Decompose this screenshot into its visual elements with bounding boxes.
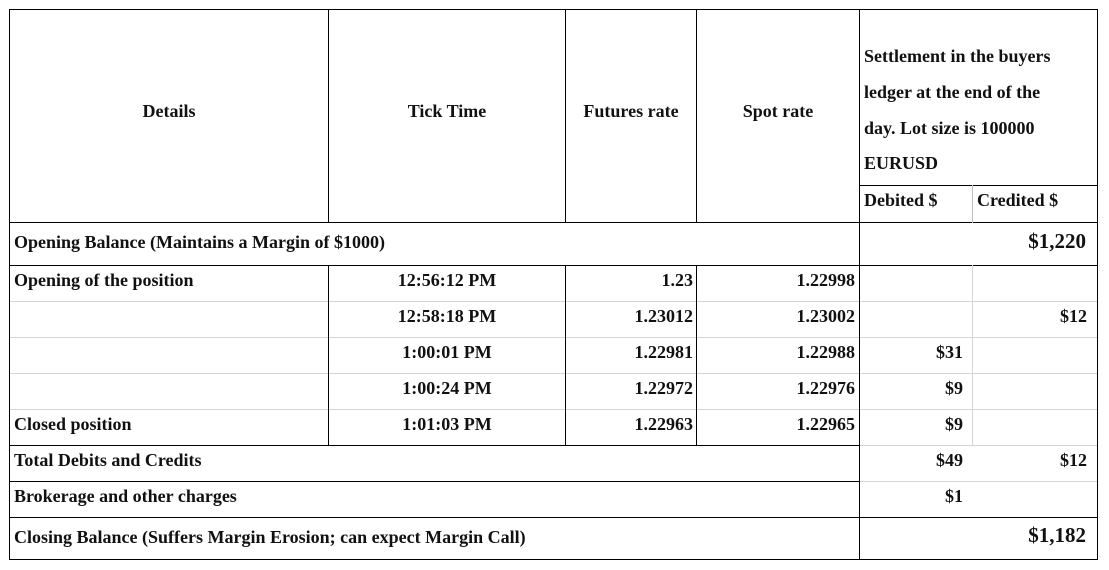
row-divider (10, 373, 1098, 374)
border-left (9, 9, 10, 560)
col-divider-debit-credit (972, 265, 973, 445)
row-divider (10, 337, 1098, 338)
brokerage-debit: $1 (945, 486, 963, 506)
row-divider (10, 301, 1098, 302)
header-settlement-line: ledger at the end of the (864, 82, 1041, 102)
totals-label: Total Debits and Credits (14, 450, 202, 470)
col-divider-debit-credit (972, 185, 973, 223)
header-settlement-line: Settlement in the buyers (864, 46, 1051, 66)
row-spot: 1.22988 (796, 342, 856, 362)
row-spot: 1.22965 (796, 414, 856, 434)
col-divider-futures (696, 265, 697, 446)
closing-balance-label: Closing Balance (Suffers Margin Erosion;… (14, 527, 526, 547)
border-bottom (9, 559, 1098, 560)
row-divider (10, 409, 1098, 410)
col-divider-futures (696, 9, 697, 223)
rule-rows-bottom (9, 445, 860, 446)
row-futures: 1.22981 (634, 342, 694, 362)
header-spot-rate: Spot rate (742, 101, 814, 121)
col-divider-time (565, 265, 566, 446)
header-tick-time: Tick Time (407, 101, 487, 121)
row-time: 1:00:24 PM (402, 378, 492, 398)
rule-header-bottom (9, 222, 1098, 223)
row-debit: $9 (945, 378, 963, 398)
row-debit: $9 (945, 414, 963, 434)
opening-balance-label: Opening Balance (Maintains a Margin of $… (14, 232, 386, 252)
totals-debit: $49 (936, 450, 963, 470)
row-credit: $12 (1060, 306, 1087, 326)
col-divider-time (565, 9, 566, 223)
header-settlement-line: day. Lot size is 100000 (864, 118, 1035, 138)
row-futures: 1.22972 (634, 378, 694, 398)
rule-totals-bottom (9, 481, 860, 482)
row-spot: 1.22976 (796, 378, 856, 398)
row-futures: 1.23 (661, 270, 694, 290)
row-details: Opening of the position (14, 270, 194, 290)
rule-settlement-subheader (859, 185, 1098, 186)
row-time: 12:56:12 PM (397, 270, 497, 290)
row-spot: 1.23002 (796, 306, 856, 326)
col-divider-details (328, 265, 329, 446)
closing-balance-amount: $1,182 (1028, 523, 1086, 547)
row-futures: 1.23012 (634, 306, 694, 326)
header-details: Details (142, 101, 196, 121)
row-divider (860, 481, 1098, 482)
row-details: Closed position (14, 414, 132, 434)
row-spot: 1.22998 (796, 270, 856, 290)
row-futures: 1.22963 (634, 414, 694, 434)
brokerage-label: Brokerage and other charges (14, 486, 237, 506)
opening-balance-amount: $1,220 (1028, 229, 1086, 253)
row-divider (860, 445, 1098, 446)
header-credited: Credited $ (977, 190, 1059, 210)
col-divider-details (328, 9, 329, 223)
header-settlement-line: EURUSD (864, 153, 939, 173)
border-top (9, 9, 1098, 10)
row-time: 1:00:01 PM (402, 342, 492, 362)
rule-opening-balance-bottom (9, 265, 1098, 266)
rule-brokerage-bottom (9, 517, 1098, 518)
totals-credit: $12 (1060, 450, 1087, 470)
row-time: 12:58:18 PM (397, 306, 497, 326)
row-time: 1:01:03 PM (402, 414, 492, 434)
header-futures-rate: Futures rate (583, 101, 679, 121)
header-debited: Debited $ (864, 190, 938, 210)
col-divider-spot (859, 9, 860, 560)
row-debit: $31 (936, 342, 963, 362)
border-right (1097, 9, 1098, 560)
